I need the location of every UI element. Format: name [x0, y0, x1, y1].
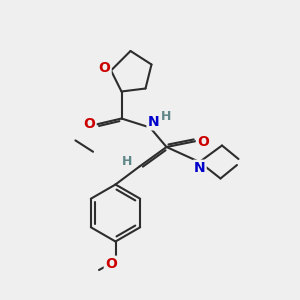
Text: N: N	[148, 115, 159, 129]
Text: O: O	[197, 136, 209, 149]
Text: H: H	[122, 155, 132, 169]
Text: O: O	[105, 257, 117, 271]
Text: O: O	[98, 61, 110, 75]
Text: N: N	[194, 161, 205, 175]
Text: O: O	[83, 118, 95, 131]
Text: H: H	[161, 110, 172, 124]
